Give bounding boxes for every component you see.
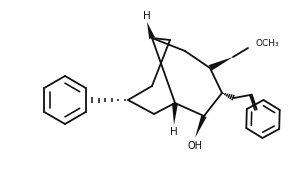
Polygon shape xyxy=(147,22,155,39)
Polygon shape xyxy=(172,103,178,125)
Polygon shape xyxy=(209,57,233,71)
Text: OCH₃: OCH₃ xyxy=(256,40,280,48)
Text: H: H xyxy=(143,11,151,21)
Text: OH: OH xyxy=(188,141,202,151)
Polygon shape xyxy=(195,115,206,138)
Text: H: H xyxy=(170,127,178,137)
